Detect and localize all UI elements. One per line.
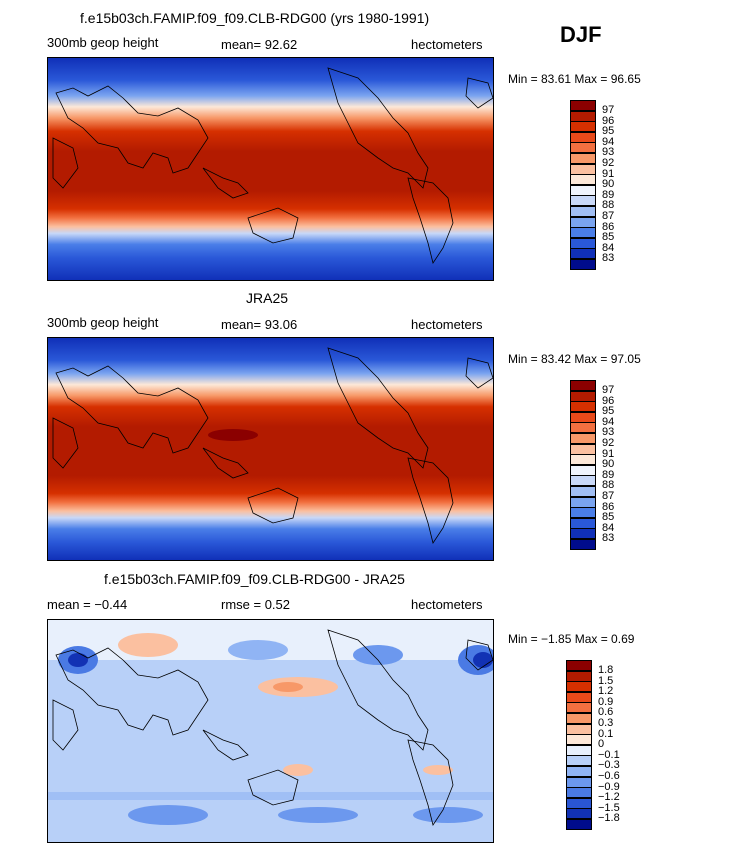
season-label: DJF — [560, 22, 602, 47]
colorbar-label: −0.6 — [598, 770, 620, 782]
colorbar-label: 85 — [602, 231, 615, 244]
colorbar-label: 87 — [602, 490, 615, 502]
panel1-variable-label: 300mb geop height — [47, 35, 159, 50]
colorbar-label: 84 — [602, 241, 615, 254]
colorbar-label: 86 — [602, 500, 615, 513]
colorbar-label: 94 — [602, 135, 615, 148]
panel2-map — [47, 337, 494, 561]
colorbar-label: 87 — [602, 210, 615, 222]
colorbar-label: 88 — [602, 479, 615, 492]
panel2-title: JRA25 — [246, 290, 289, 306]
colorbar-label: 83 — [602, 252, 615, 265]
colorbar-label: 97 — [602, 104, 615, 116]
colorbar-label: 95 — [602, 125, 615, 138]
panel2-mean-label: mean= 93.06 — [221, 317, 298, 332]
colorbar-label: 0.3 — [598, 717, 614, 729]
panel1-colorbar: 97 96 95 94 93 92 91 90 89 88 87 86 85 8… — [570, 100, 650, 275]
colorbar-label: 0.1 — [598, 727, 614, 740]
colorbar-label: 1.2 — [598, 685, 614, 698]
colorbar-label: 88 — [602, 199, 615, 212]
colorbar-label: −0.1 — [598, 748, 620, 761]
colorbar-label: 92 — [602, 157, 615, 169]
colorbar-label: 94 — [602, 415, 615, 428]
panel2-colorbar: 97 96 95 94 93 92 91 90 89 88 87 86 85 8… — [570, 380, 650, 555]
panel1-minmax: Min = 83.61 Max = 96.65 — [508, 72, 641, 86]
panel3-title: f.e15b03ch.FAMIP.f09_f09.CLB-RDG00 - JRA… — [104, 571, 405, 587]
panel1-mean-label: mean= 92.62 — [221, 37, 298, 52]
colorbar-label: 91 — [602, 447, 615, 460]
panel2-minmax: Min = 83.42 Max = 97.05 — [508, 352, 641, 366]
panel1-title: f.e15b03ch.FAMIP.f09_f09.CLB-RDG00 (yrs … — [80, 10, 430, 26]
colorbar-label: 93 — [602, 146, 615, 159]
panel1-map — [47, 57, 494, 281]
panel3-colorbar: 1.8 1.5 1.2 0.9 0.6 0.3 0.1 0 −0.1 −0.3 … — [566, 660, 646, 835]
colorbar-label: 1.5 — [598, 674, 614, 687]
panel3-map — [47, 619, 494, 843]
colorbar-label: 93 — [602, 426, 615, 439]
colorbar-label: −1.5 — [598, 801, 620, 814]
colorbar-label: 96 — [602, 114, 615, 127]
colorbar-label: −0.9 — [598, 780, 620, 793]
colorbar-label: −1.2 — [598, 791, 620, 804]
colorbar-label: 89 — [602, 468, 615, 481]
panel2-units-label: hectometers — [411, 317, 483, 332]
panel3-mean-label: mean = −0.44 — [47, 597, 128, 612]
colorbar-label: 97 — [602, 384, 615, 396]
colorbar-label: 83 — [602, 532, 615, 545]
panel3-minmax: Min = −1.85 Max = 0.69 — [508, 632, 635, 646]
colorbar-label: 0.6 — [598, 706, 614, 719]
panel2-variable-label: 300mb geop height — [47, 315, 159, 330]
colorbar-label: 92 — [602, 437, 615, 449]
colorbar-label: 95 — [602, 405, 615, 418]
panel3-units-label: hectometers — [411, 597, 483, 612]
colorbar-label: 84 — [602, 521, 615, 534]
panel1-units-label: hectometers — [411, 37, 483, 52]
colorbar-label: 85 — [602, 511, 615, 524]
colorbar-label: 86 — [602, 220, 615, 233]
colorbar-label: 89 — [602, 188, 615, 201]
panel3-rmse-label: rmse = 0.52 — [221, 597, 291, 612]
colorbar-label: 91 — [602, 167, 615, 180]
colorbar-label: 90 — [602, 458, 615, 471]
colorbar-label: 96 — [602, 394, 615, 407]
colorbar-label: 0 — [598, 738, 605, 751]
colorbar-label: 1.8 — [598, 664, 614, 676]
colorbar-label: 90 — [602, 178, 615, 191]
colorbar-label: 0.9 — [598, 695, 614, 708]
colorbar-label: −1.8 — [598, 812, 620, 825]
colorbar-label: −0.3 — [598, 759, 620, 772]
